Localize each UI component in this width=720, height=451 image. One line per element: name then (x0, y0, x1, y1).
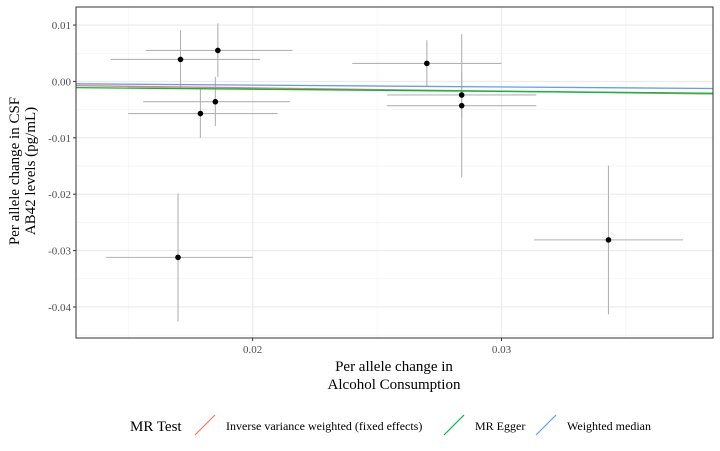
data-point (458, 92, 465, 98)
y-axis-title: Per allele change in CSF AB42 levels (pg… (7, 97, 39, 245)
x-tick-label: 0.02 (243, 344, 262, 356)
y-axis-ticks: -0.04 -0.03 -0.02 -0.01 0.00 0.01 (48, 20, 76, 314)
minor-gridlines (76, 7, 713, 338)
panel-border (75, 6, 714, 339)
data-point (197, 110, 204, 117)
legend-key-egger (443, 414, 465, 436)
data-point (605, 237, 612, 243)
data-point (424, 60, 430, 67)
legend-entry-ivw: Inverse variance weighted (fixed effects… (192, 412, 422, 438)
legend-label-ivw: Inverse variance weighted (fixed effects… (226, 419, 422, 433)
data-point (215, 47, 221, 54)
legend: MR Test Inverse variance weighted (fixed… (130, 412, 651, 438)
regression-lines (75, 83, 714, 95)
x-axis-title-line-2: Alcohol Consumption (328, 377, 461, 393)
y-tick-label: -0.02 (48, 189, 71, 201)
y-tick-label: 0.01 (52, 20, 71, 32)
y-tick-label: -0.01 (48, 133, 71, 145)
legend-label-egger: MR Egger (475, 419, 525, 433)
legend-label-median: Weighted median (567, 419, 651, 433)
legend-key-ivw (194, 414, 216, 436)
major-gridlines (76, 7, 713, 338)
legend-title: MR Test (130, 419, 182, 435)
x-tick-label: 0.03 (492, 344, 512, 356)
data-point (177, 56, 184, 63)
data-points (175, 47, 612, 261)
legend-key-median (535, 414, 557, 436)
legend-entry-median: Weighted median (533, 412, 651, 438)
y-axis-title-line-2: AB42 levels (pg/mL) (23, 107, 39, 235)
regression-line (75, 86, 714, 94)
data-point (458, 102, 465, 109)
x-axis-ticks: 0.02 0.03 (243, 338, 512, 356)
y-axis-title-line-1: Per allele change in CSF (7, 97, 23, 245)
y-tick-label: 0.00 (52, 76, 72, 88)
y-tick-label: -0.03 (48, 246, 71, 258)
legend-entry-egger: MR Egger (441, 412, 525, 438)
y-tick-label: -0.04 (48, 302, 71, 314)
regression-line (75, 83, 714, 90)
data-point (212, 98, 219, 105)
x-axis-title-line-1: Per allele change in (335, 359, 453, 375)
data-point (175, 254, 181, 261)
